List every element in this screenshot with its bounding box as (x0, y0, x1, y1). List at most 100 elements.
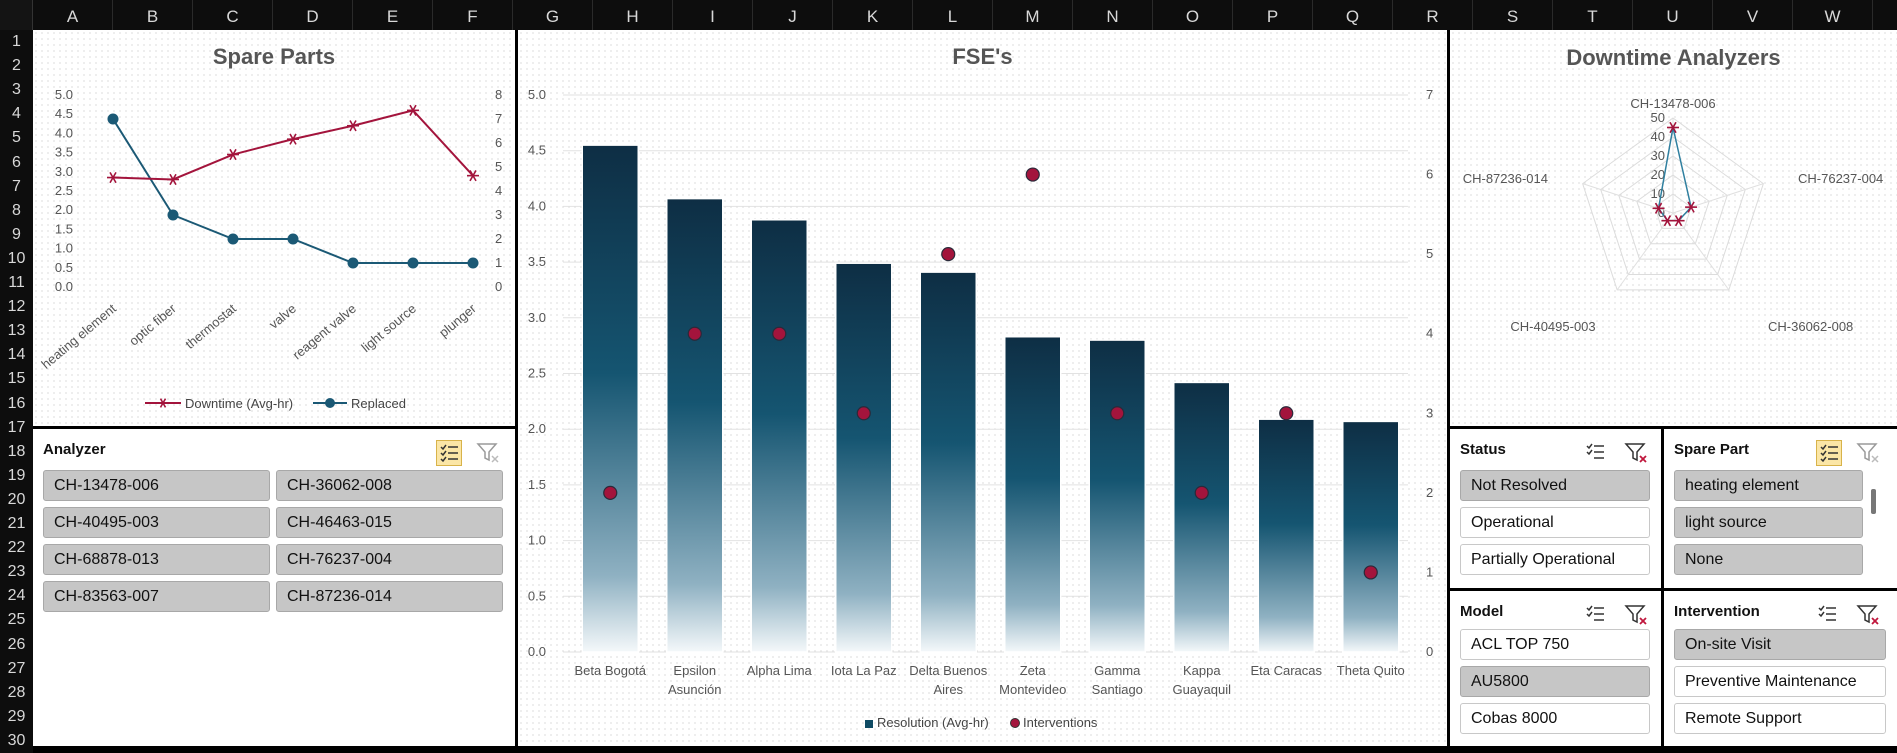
column-header-T[interactable]: T (1553, 0, 1633, 30)
row-header-23[interactable]: 23 (7, 563, 26, 581)
slicer-item[interactable]: On-site Visit (1674, 629, 1886, 660)
column-header-G[interactable]: G (513, 0, 593, 30)
row-header-29[interactable]: 29 (7, 707, 26, 725)
row-header-18[interactable]: 18 (7, 442, 26, 460)
model-slicer[interactable]: Model ACL TOP 750 AU5800 Cobas 8000 (1450, 591, 1661, 746)
row-header-2[interactable]: 2 (12, 57, 21, 75)
column-header-D[interactable]: D (273, 0, 353, 30)
y-left-tick: 1.5 (55, 221, 73, 236)
analyzer-slicer[interactable]: Analyzer CH-13478-006 CH-36062-008 CH-4049… (33, 429, 515, 746)
row-header-24[interactable]: 24 (7, 587, 26, 605)
column-header-R[interactable]: R (1393, 0, 1473, 30)
slicer-item[interactable]: Not Resolved (1460, 470, 1650, 501)
row-header-4[interactable]: 4 (12, 105, 21, 123)
row-header-13[interactable]: 13 (7, 322, 26, 340)
y-left-tick: 3.0 (528, 310, 546, 325)
multi-select-icon[interactable] (1816, 440, 1842, 466)
slicer-item[interactable]: CH-36062-008 (276, 470, 503, 501)
column-header-S[interactable]: S (1473, 0, 1553, 30)
slicer-item[interactable]: Remote Support (1674, 703, 1886, 734)
slicer-item[interactable]: CH-46463-015 (276, 507, 503, 538)
row-header-26[interactable]: 26 (7, 635, 26, 653)
interventions-point (687, 326, 702, 341)
column-header-I[interactable]: I (673, 0, 753, 30)
slicer-scrollbar[interactable] (1871, 489, 1876, 574)
downtime-point (467, 170, 479, 182)
clear-filter-icon[interactable] (1855, 602, 1881, 628)
slicer-item[interactable]: light source (1674, 507, 1863, 538)
slicer-item[interactable]: CH-40495-003 (43, 507, 270, 538)
clear-filter-icon[interactable] (475, 440, 501, 466)
slicer-item[interactable]: heating element (1674, 470, 1863, 501)
slicer-item[interactable]: Operational (1460, 507, 1650, 538)
row-header-1[interactable]: 1 (12, 33, 21, 50)
slicer-item[interactable]: CH-13478-006 (43, 470, 270, 501)
downtime-series-line (112, 109, 474, 181)
row-header-21[interactable]: 21 (7, 515, 26, 532)
slicer-item[interactable]: CH-87236-014 (276, 581, 503, 612)
row-header-19[interactable]: 19 (7, 466, 26, 484)
slicer-item[interactable]: ACL TOP 750 (1460, 629, 1650, 660)
row-header-25[interactable]: 25 (7, 611, 26, 629)
downtime-analyzers-chart[interactable]: Downtime Analyzers 01020304050CH-13478-0… (1450, 30, 1897, 426)
row-header-9[interactable]: 9 (12, 225, 21, 243)
column-header-W[interactable]: W (1793, 0, 1873, 30)
clear-filter-icon[interactable] (1623, 440, 1649, 466)
row-header-14[interactable]: 14 (7, 346, 26, 364)
status-slicer[interactable]: Status Not Resolved Operational Partially … (1450, 429, 1661, 588)
row-header-30[interactable]: 30 (7, 731, 26, 749)
column-header-M[interactable]: M (993, 0, 1073, 30)
row-header-11[interactable]: 11 (8, 274, 25, 291)
column-header-Q[interactable]: Q (1313, 0, 1393, 30)
column-header-J[interactable]: J (753, 0, 833, 30)
slicer-item[interactable]: CH-83563-007 (43, 581, 270, 612)
row-header-5[interactable]: 5 (12, 129, 21, 147)
clear-filter-icon[interactable] (1855, 440, 1881, 466)
column-header-L[interactable]: L (913, 0, 993, 30)
column-header-A[interactable]: A (33, 0, 113, 30)
intervention-slicer[interactable]: Intervention On-site Visit Preventive Mai… (1664, 591, 1897, 746)
column-header-E[interactable]: E (353, 0, 433, 30)
row-header-17[interactable]: 17 (7, 418, 26, 436)
fse-chart[interactable]: FSE's 0.0 0.5 1.0 1.5 2.0 2.5 3.0 3.5 4.0 4.5 5.0 0… (518, 30, 1447, 746)
column-header-O[interactable]: O (1153, 0, 1233, 30)
column-header-N[interactable]: N (1073, 0, 1153, 30)
spare-parts-chart[interactable]: Spare Parts 0.0 0.5 1.0 1.5 2.0 2.5 3.0 3.5 4.0 4… (33, 30, 515, 426)
row-header-7[interactable]: 7 (12, 177, 21, 195)
row-header-10[interactable]: 10 (7, 249, 26, 267)
clear-filter-icon[interactable] (1623, 602, 1649, 628)
column-header-K[interactable]: K (833, 0, 913, 30)
row-header-16[interactable]: 16 (7, 394, 26, 412)
spare-part-slicer[interactable]: Spare Part heating element light source No… (1664, 429, 1897, 588)
row-header-8[interactable]: 8 (12, 201, 21, 219)
downtime-point (227, 148, 239, 161)
multi-select-icon[interactable] (1584, 602, 1610, 628)
select-all-corner[interactable] (0, 0, 33, 30)
slicer-item[interactable]: Preventive Maintenance (1674, 666, 1886, 697)
column-header-V[interactable]: V (1713, 0, 1793, 30)
column-header-B[interactable]: B (113, 0, 193, 30)
row-header-27[interactable]: 27 (7, 659, 26, 677)
row-header-3[interactable]: 3 (12, 81, 21, 99)
slicer-item[interactable]: CH-68878-013 (43, 544, 270, 575)
multi-select-icon[interactable] (436, 440, 462, 466)
slicer-item[interactable]: AU5800 (1460, 666, 1650, 697)
column-header-C[interactable]: C (193, 0, 273, 30)
scrollbar-thumb[interactable] (1871, 489, 1876, 514)
column-header-P[interactable]: P (1233, 0, 1313, 30)
slicer-item[interactable]: Cobas 8000 (1460, 703, 1650, 734)
row-header-28[interactable]: 28 (7, 683, 26, 701)
multi-select-icon[interactable] (1816, 602, 1842, 628)
column-header-F[interactable]: F (433, 0, 513, 30)
multi-select-icon[interactable] (1584, 440, 1610, 466)
slicer-item[interactable]: Partially Operational (1460, 544, 1650, 575)
row-header-20[interactable]: 20 (7, 490, 26, 508)
row-header-12[interactable]: 12 (7, 298, 26, 316)
row-header-6[interactable]: 6 (12, 153, 21, 171)
row-header-22[interactable]: 22 (7, 539, 26, 557)
column-header-U[interactable]: U (1633, 0, 1713, 30)
slicer-item[interactable]: None (1674, 544, 1863, 575)
column-header-H[interactable]: H (593, 0, 673, 30)
row-header-15[interactable]: 15 (7, 370, 26, 388)
slicer-item[interactable]: CH-76237-004 (276, 544, 503, 575)
